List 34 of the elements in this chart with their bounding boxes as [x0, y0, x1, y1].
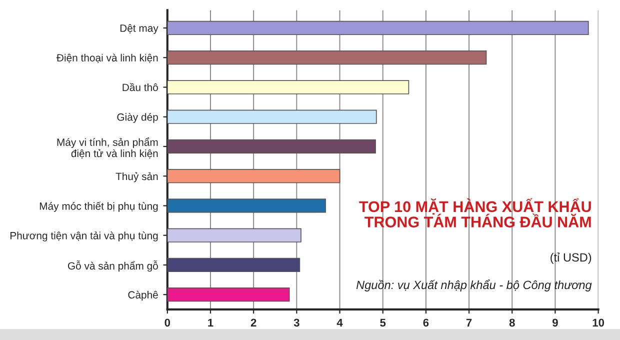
x-tick-label: 9 — [552, 318, 558, 327]
y-tick-label: Điện thoại và linh kiện — [56, 54, 158, 63]
bar — [167, 169, 340, 184]
x-tick-label: 1 — [208, 318, 214, 326]
x-tick-label: 6 — [423, 318, 429, 327]
bar — [167, 50, 487, 65]
text: TOP 10 MẶT HÀNG XUẤT KHẨU TRONG TÁM THÁNG ĐẦU NĂM — [359, 198, 591, 228]
bar — [167, 258, 300, 272]
y-tick-label: Càphê — [128, 290, 158, 301]
y-tick-label: Gỗ và sản phẩm gỗ — [68, 260, 158, 272]
x-tick-label: 4 — [336, 318, 343, 326]
y-tick-label: Thuỷ sản — [116, 172, 158, 182]
x-tick-label: 5 — [380, 318, 386, 327]
bar — [167, 228, 302, 242]
x-tick-label: 8 — [509, 318, 515, 327]
x-tick-label: 3 — [294, 318, 300, 327]
x-tick-label: 0 — [164, 318, 170, 327]
annotation: Nguồn: vụ Xuất nhập khẩu - bộ Công thương — [356, 279, 592, 292]
bar — [167, 110, 377, 124]
x-tick-label: 7 — [466, 318, 472, 326]
x-tick-label: 2 — [250, 318, 256, 326]
y-tick-label: Dầu thô — [122, 82, 158, 92]
y-tick-label: Phương tiện vận tải và phụ tùng — [10, 231, 158, 242]
x-tick-label: 10 — [592, 318, 604, 327]
y-tick-label: Máy móc thiết bị phụ tùng — [40, 202, 158, 212]
bar — [167, 139, 376, 154]
bar — [167, 198, 326, 213]
bar — [167, 20, 589, 36]
annotation: (tỉ USD) — [550, 252, 592, 264]
y-tick-label: Máy vi tính, sản phẩm điện tử và linh kiện — [57, 137, 158, 159]
y-tick-label: Dệt may — [120, 24, 158, 34]
y-tick-label: Giày dép — [117, 113, 158, 123]
bar — [167, 80, 410, 94]
bar — [167, 288, 290, 302]
